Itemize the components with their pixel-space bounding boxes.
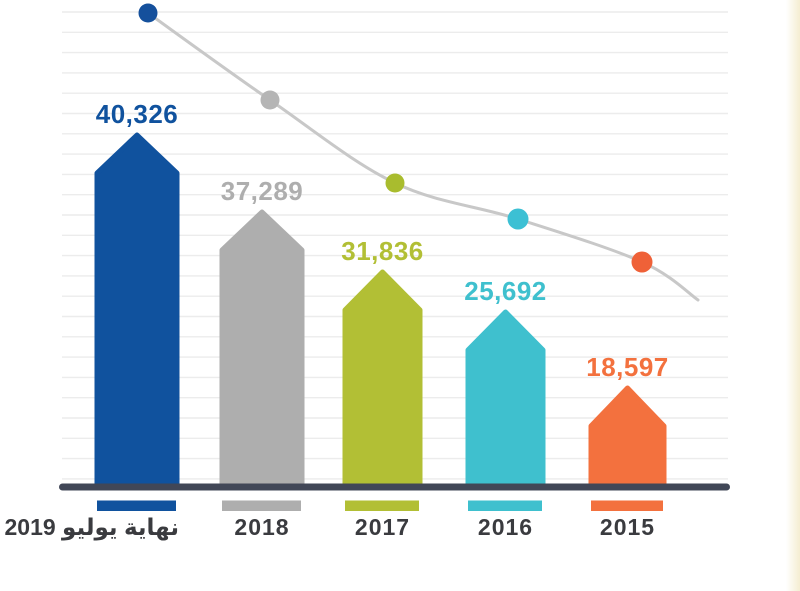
trend-dot-2017 — [385, 173, 405, 193]
bar-base-strip-2019 — [97, 500, 176, 511]
value-label-2017: 31,836 — [341, 236, 424, 266]
year-label-2018: 2018 — [234, 514, 290, 540]
year-label-2019: نهاية يوليو 2019 — [4, 514, 179, 540]
year-label-2015: 2015 — [599, 514, 656, 540]
trend-dot-2018 — [260, 90, 280, 110]
trend-dot-2015 — [631, 251, 653, 273]
bar-base-strip-2016 — [468, 500, 542, 511]
bar-base-strip-2015 — [591, 500, 663, 511]
bar-2016 — [465, 309, 546, 490]
value-label-2019: 40,326 — [95, 99, 179, 129]
bar-2015 — [588, 385, 667, 490]
value-label-2016: 25,692 — [464, 276, 547, 306]
value-label-2015: 18,597 — [586, 352, 669, 382]
value-label-2018: 37,289 — [220, 176, 304, 206]
bar-base-strip-2018 — [222, 500, 301, 511]
bar-base-strip-2017 — [345, 500, 419, 511]
year-label-2016: 2016 — [477, 514, 534, 540]
trend-dot-2019 — [138, 3, 158, 23]
axis-line — [59, 483, 730, 491]
trend-dot-2016 — [507, 208, 529, 230]
year-label-2017: 2017 — [354, 514, 411, 540]
